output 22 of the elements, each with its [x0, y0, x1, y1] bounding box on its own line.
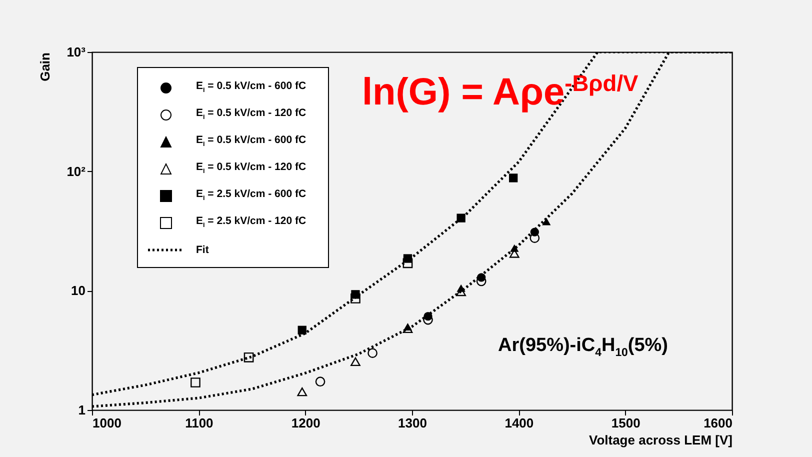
y-tick-label: 10³ [66, 44, 86, 60]
x-tick-label: 1400 [504, 416, 534, 430]
legend-label: E$_{I}$ = 0.5 kV/cm - 120 fC [196, 161, 306, 176]
y-axis-title: Gain [38, 52, 53, 82]
x-tick-label: 1200 [291, 416, 320, 430]
x-tick-label: 1100 [185, 416, 214, 430]
legend-label: E$_{I}$ = 0.5 kV/cm - 600 fC [196, 134, 306, 149]
legend-label: Fit [196, 244, 209, 256]
legend-label: E$_{I}$ = 0.5 kV/cm - 600 fC [196, 80, 306, 95]
legend-label: E$_{I}$ = 0.5 kV/cm - 120 fC [196, 107, 306, 122]
x-tick-label: 1600 [704, 416, 732, 430]
x-tick-label: 1300 [398, 416, 427, 430]
legend-label: E$_{I}$ = 2.5 kV/cm - 600 fC [196, 188, 306, 203]
y-tick-label: 10² [66, 164, 86, 179]
annotation: Ar(95%)-iC$_{4}$H$_{10}$(5%) [498, 335, 668, 359]
legend-label: E$_{I}$ = 2.5 kV/cm - 120 fC [196, 215, 306, 230]
annotation: ln(G) = Aρe$^{-Bρd/V}$ [362, 70, 638, 115]
x-tick-label: 1000 [92, 416, 122, 430]
y-tick-label: 10 [71, 283, 86, 298]
y-tick-label: 1 [78, 402, 86, 418]
x-axis-title: Voltage across LEM [V] [588, 432, 732, 448]
x-tick-label: 1500 [611, 416, 640, 430]
